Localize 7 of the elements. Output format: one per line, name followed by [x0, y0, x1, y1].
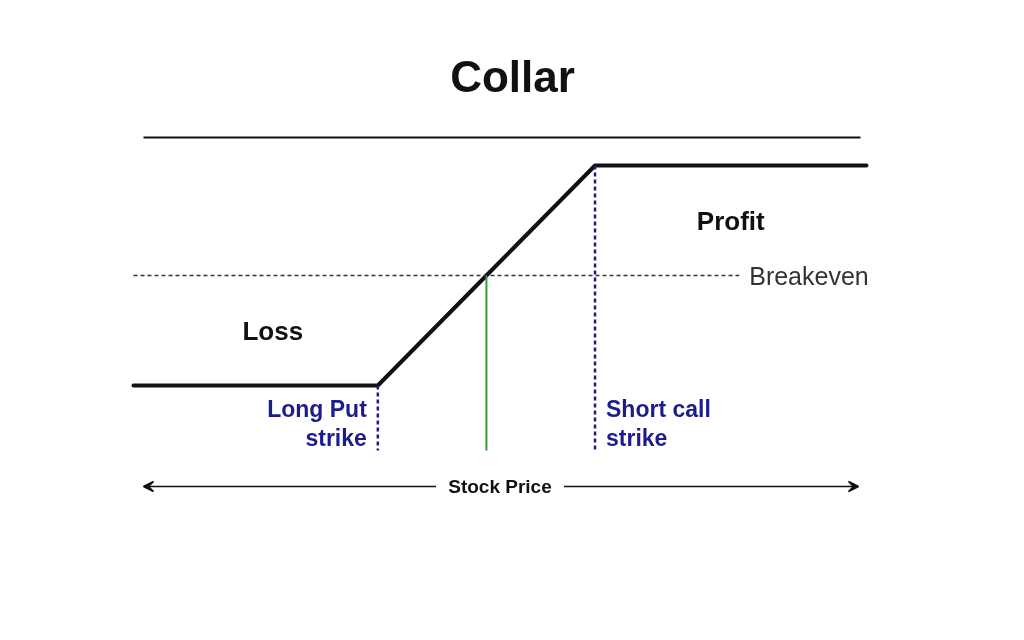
text: Long Put strike	[267, 395, 368, 452]
annotation: Loss	[242, 315, 304, 346]
x-axis-title: Stock Price	[448, 476, 552, 497]
text: Short call strike	[606, 395, 711, 452]
annotation: Profit	[696, 205, 766, 236]
chart-title: Collar	[450, 51, 575, 101]
ref-line-label: Breakeven	[749, 261, 869, 290]
